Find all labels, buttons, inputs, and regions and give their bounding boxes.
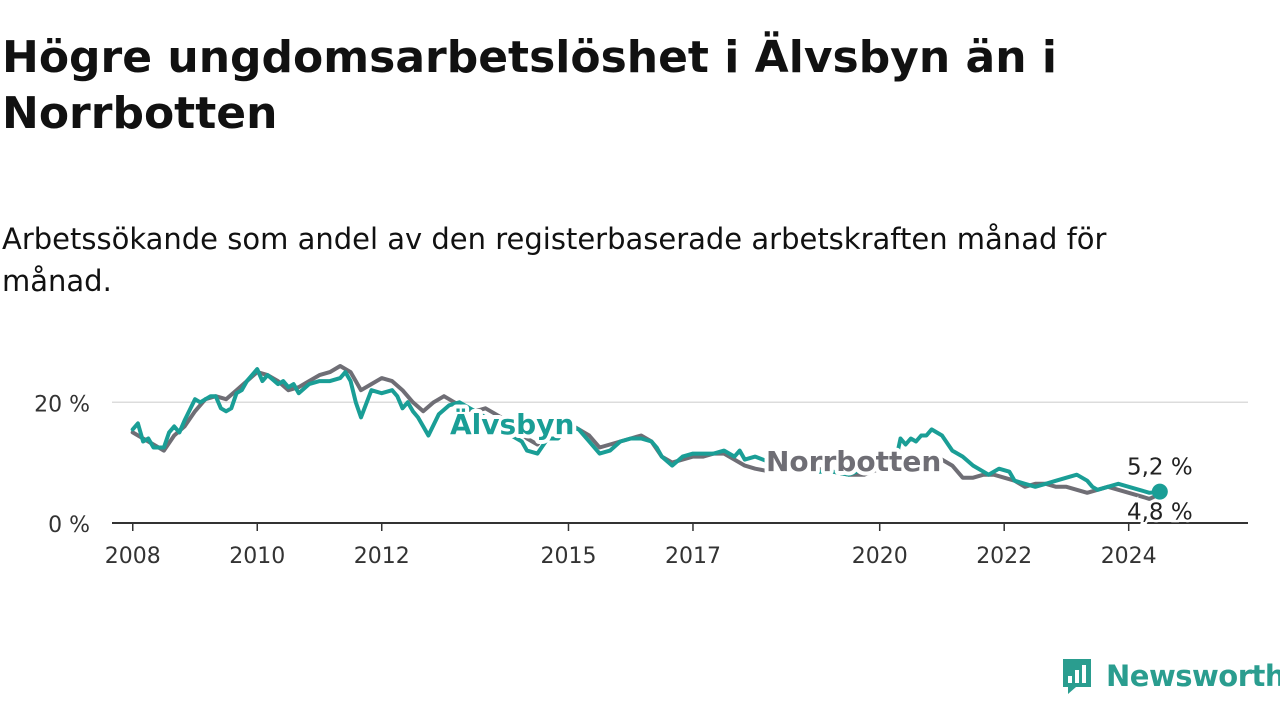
newsworthy-logo-icon xyxy=(1063,659,1091,694)
end-label-norrbotten: 4,8 % xyxy=(1127,500,1193,526)
x-tick-label: 2010 xyxy=(229,544,285,569)
series-line xyxy=(130,367,1162,495)
x-tick-label: 2012 xyxy=(354,544,410,569)
x-tick-label: 2024 xyxy=(1101,544,1157,569)
y-tick-label: 20 % xyxy=(34,392,90,417)
end-label-alvsbyn: 5,2 % xyxy=(1127,455,1193,481)
x-tick-label: 2015 xyxy=(540,544,596,569)
line-chart: 0 %20 %2008 2010 2012 2015 2017 2020 2022 2024 … xyxy=(34,364,1248,569)
y-tick-label: 0 % xyxy=(48,513,90,538)
end-point-marker xyxy=(1151,483,1168,500)
chart-title: Högre ungdomsarbetslöshet i Älvsbyn än i… xyxy=(2,32,1057,139)
x-tick-label: 2017 xyxy=(665,544,721,569)
axis-layer: 0 % 20 % 2008 2010 2012 2015 2017 2020 2022 2024 xyxy=(34,392,1248,569)
chart-subtitle: Arbetssökande som andel av den registerb… xyxy=(2,222,1107,298)
brand-name: Newsworthy xyxy=(1106,659,1280,693)
brand: Newsworthy xyxy=(1060,654,1280,698)
series-label-norrbotten: Norrbotten xyxy=(766,445,941,478)
label-layer: Älvsbyn Norrbotten 5,2 % 4,8 % xyxy=(446,403,1195,528)
x-tick-label: 2022 xyxy=(976,544,1032,569)
x-tick-label: 2020 xyxy=(852,544,908,569)
series-label-alvsbyn: Älvsbyn xyxy=(450,407,574,441)
series-layer xyxy=(130,364,1162,501)
x-tick-label: 2008 xyxy=(105,544,161,569)
